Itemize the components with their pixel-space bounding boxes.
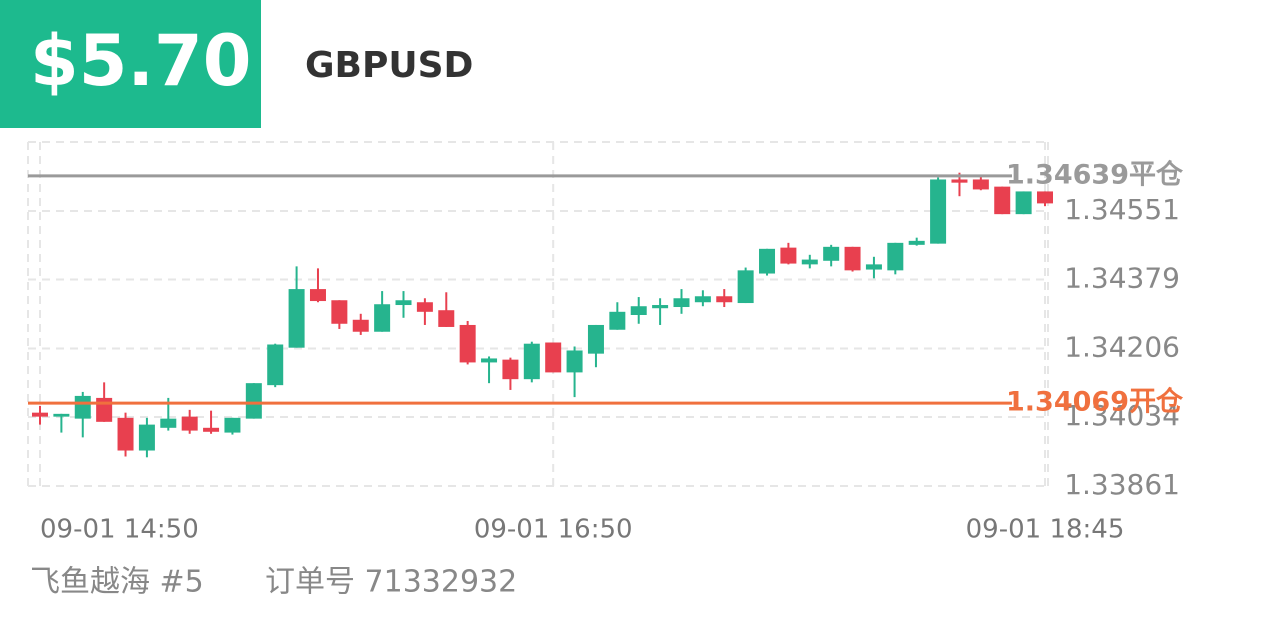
candle-body xyxy=(181,416,198,431)
candle-body xyxy=(1037,191,1053,204)
candle-body xyxy=(737,270,754,304)
candle-body xyxy=(844,246,861,271)
candle-body xyxy=(1015,191,1032,215)
price-badge xyxy=(0,0,261,128)
candle-body xyxy=(994,186,1011,215)
y-tick-label: 1.34034 xyxy=(1064,399,1180,432)
account: 飞鱼越海 #5 xyxy=(30,565,204,600)
candle-body xyxy=(652,305,669,309)
candle-body xyxy=(502,359,519,380)
x-tick-label: 09-01 16:50 xyxy=(474,515,633,545)
candle-body xyxy=(160,418,177,428)
candle-body xyxy=(694,296,711,303)
candle-body xyxy=(887,242,904,271)
candle-body xyxy=(288,289,305,348)
candle-body xyxy=(96,397,113,422)
candle-body xyxy=(759,248,776,274)
candle-body xyxy=(138,424,155,451)
candle-body xyxy=(309,289,326,302)
candle-body xyxy=(224,417,241,433)
candle-body xyxy=(74,395,91,419)
x-tick-label: 09-01 18:45 xyxy=(966,515,1125,545)
candle-body xyxy=(865,264,882,270)
candle-body xyxy=(951,179,968,183)
candle-body xyxy=(352,319,369,332)
candle-body xyxy=(267,344,284,386)
symbol: GBPUSD xyxy=(305,45,473,86)
candle-body xyxy=(716,296,733,303)
y-tick-label: 1.33861 xyxy=(1064,468,1180,501)
candle-body xyxy=(609,311,626,330)
candle-body xyxy=(459,324,476,363)
price: $5.70 xyxy=(30,20,251,102)
candle-body xyxy=(972,179,989,190)
order-number: 订单号 71332932 xyxy=(265,565,517,600)
candle-body xyxy=(331,300,348,324)
candle-body xyxy=(630,306,647,315)
plot: 1.33861 1.34034 1.34206 1.34379 1.34551 09-01… xyxy=(28,142,1184,545)
y-tick-label: 1.34379 xyxy=(1064,262,1180,295)
candle-body xyxy=(32,412,48,417)
candle-body xyxy=(395,300,412,306)
candle-body xyxy=(930,179,947,244)
candle-body xyxy=(416,302,433,312)
candle-body xyxy=(545,342,562,373)
candle-body xyxy=(780,247,797,264)
candle-body xyxy=(438,310,455,327)
candle-body xyxy=(374,304,391,332)
reference-label: 1.34069开仓 xyxy=(1006,387,1184,418)
candle-body xyxy=(908,240,925,245)
candle-body xyxy=(801,259,818,265)
reference-label: 1.34639平仓 xyxy=(1006,159,1184,190)
candle-body xyxy=(53,413,70,417)
candle-body xyxy=(673,298,690,308)
candle-body xyxy=(481,358,498,363)
y-tick-label: 1.34206 xyxy=(1064,330,1180,363)
candle-body xyxy=(203,427,220,432)
x-tick-label: 09-01 14:50 xyxy=(40,515,199,545)
candle-body xyxy=(823,246,840,261)
candle-body xyxy=(245,383,262,419)
candle-body xyxy=(587,324,604,354)
y-tick-label: 1.34551 xyxy=(1064,193,1180,226)
candle-body xyxy=(523,343,540,380)
candle-body xyxy=(566,350,583,373)
candle-body xyxy=(117,417,134,451)
